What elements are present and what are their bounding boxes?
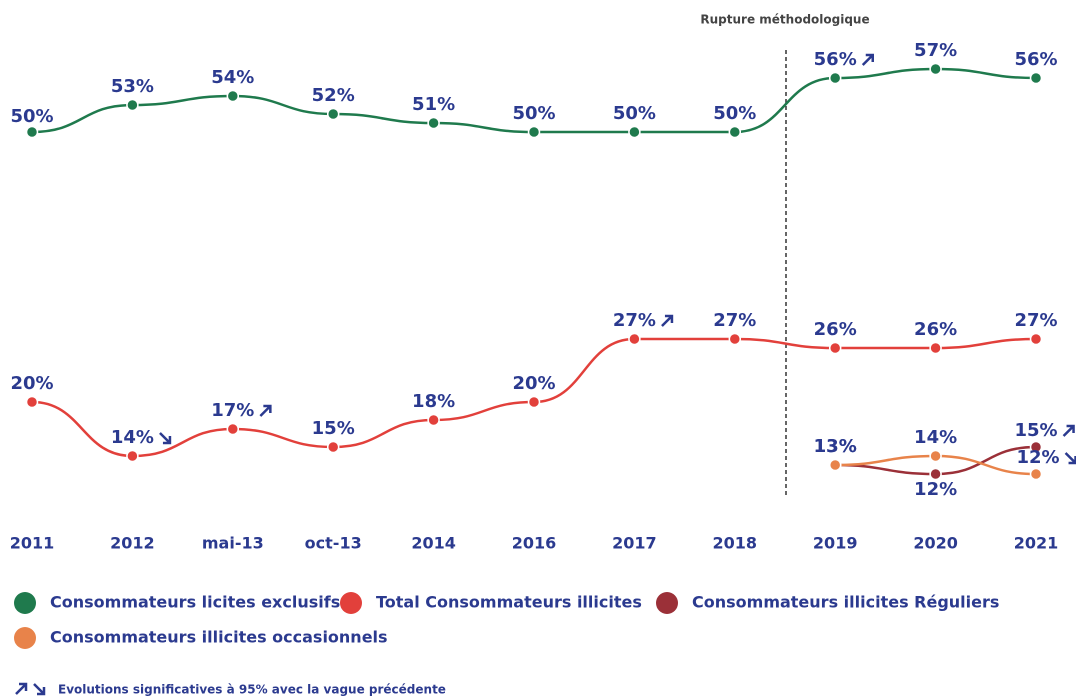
x-tick-label: 2011	[10, 534, 55, 553]
value-label: 15%	[1014, 420, 1057, 441]
data-point	[728, 125, 742, 139]
value-label: 15%	[312, 418, 355, 439]
significance-arrow	[159, 432, 172, 445]
x-tick-label: mai-13	[202, 534, 264, 553]
data-point	[226, 422, 240, 436]
legend-label: Consommateurs illicites occasionnels	[50, 628, 388, 647]
x-tick-label: 2012	[110, 534, 155, 553]
data-point	[1029, 467, 1043, 481]
value-label: 14%	[914, 427, 957, 448]
x-tick-label: 2016	[512, 534, 557, 553]
value-label: 51%	[412, 94, 455, 115]
x-tick-label: 2020	[913, 534, 958, 553]
x-tick-label: 2017	[612, 534, 657, 553]
value-label: 27%	[1014, 310, 1057, 331]
data-point	[1029, 440, 1043, 454]
value-label: 52%	[312, 85, 355, 106]
legend-swatch	[14, 627, 36, 649]
data-point	[628, 125, 641, 139]
data-point	[1029, 332, 1043, 346]
value-label: 53%	[111, 76, 154, 97]
value-label: 27%	[613, 310, 656, 331]
value-label: 50%	[713, 103, 756, 124]
data-point	[828, 458, 842, 472]
value-label: 18%	[412, 391, 455, 412]
x-tick-label: 2014	[411, 534, 456, 553]
data-point	[929, 449, 942, 463]
value-label: 12%	[1016, 447, 1059, 468]
significance-arrow	[661, 314, 674, 327]
data-point	[326, 440, 340, 454]
value-label: 54%	[211, 67, 254, 88]
data-point	[527, 125, 541, 139]
significance-arrow	[259, 404, 272, 417]
data-point	[25, 125, 39, 139]
data-point	[929, 341, 942, 355]
legend-swatch	[340, 592, 362, 614]
data-point	[427, 413, 440, 427]
value-label: 20%	[512, 373, 555, 394]
value-label: 27%	[713, 310, 756, 331]
data-point	[929, 62, 942, 76]
value-label: 13%	[814, 436, 857, 457]
data-point	[226, 89, 240, 103]
data-point	[828, 71, 842, 85]
data-point	[929, 467, 942, 481]
data-point	[326, 107, 340, 121]
value-label: 56%	[814, 49, 857, 70]
value-label: 17%	[211, 400, 254, 421]
value-label: 13%	[814, 436, 857, 457]
x-tick-label: 2019	[813, 534, 858, 553]
x-tick-label: 2021	[1014, 534, 1059, 553]
x-tick-label: oct-13	[305, 534, 362, 553]
data-point	[427, 116, 440, 130]
data-point	[628, 332, 641, 346]
legend-label: Consommateurs illicites Réguliers	[692, 593, 999, 612]
data-point	[728, 332, 742, 346]
significance-arrow	[861, 53, 874, 66]
legend-swatch	[14, 592, 36, 614]
value-label: 26%	[914, 319, 957, 340]
value-label: 56%	[1014, 49, 1057, 70]
data-point	[1029, 71, 1043, 85]
footnote: Evolutions significatives à 95% avec la …	[58, 683, 446, 697]
data-point	[25, 395, 39, 409]
data-point	[828, 341, 842, 355]
data-point	[126, 449, 139, 463]
value-label: 14%	[111, 427, 154, 448]
legend-label: Total Consommateurs illicites	[376, 593, 642, 612]
x-tick-label: 2018	[713, 534, 758, 553]
annotation: Rupture méthodologique	[700, 13, 869, 27]
data-point	[126, 98, 139, 112]
legend-swatch	[656, 592, 678, 614]
data-point	[527, 395, 541, 409]
significance-arrow	[1064, 452, 1076, 465]
value-label: 12%	[914, 479, 957, 500]
value-label: 50%	[10, 106, 53, 127]
legend-label: Consommateurs licites exclusifs	[50, 593, 340, 612]
footnote-arrows	[15, 682, 46, 696]
value-label: 20%	[10, 373, 53, 394]
value-label: 57%	[914, 40, 957, 61]
value-label: 50%	[512, 103, 555, 124]
significance-arrow	[1062, 424, 1075, 437]
value-label: 50%	[613, 103, 656, 124]
value-label: 26%	[814, 319, 857, 340]
